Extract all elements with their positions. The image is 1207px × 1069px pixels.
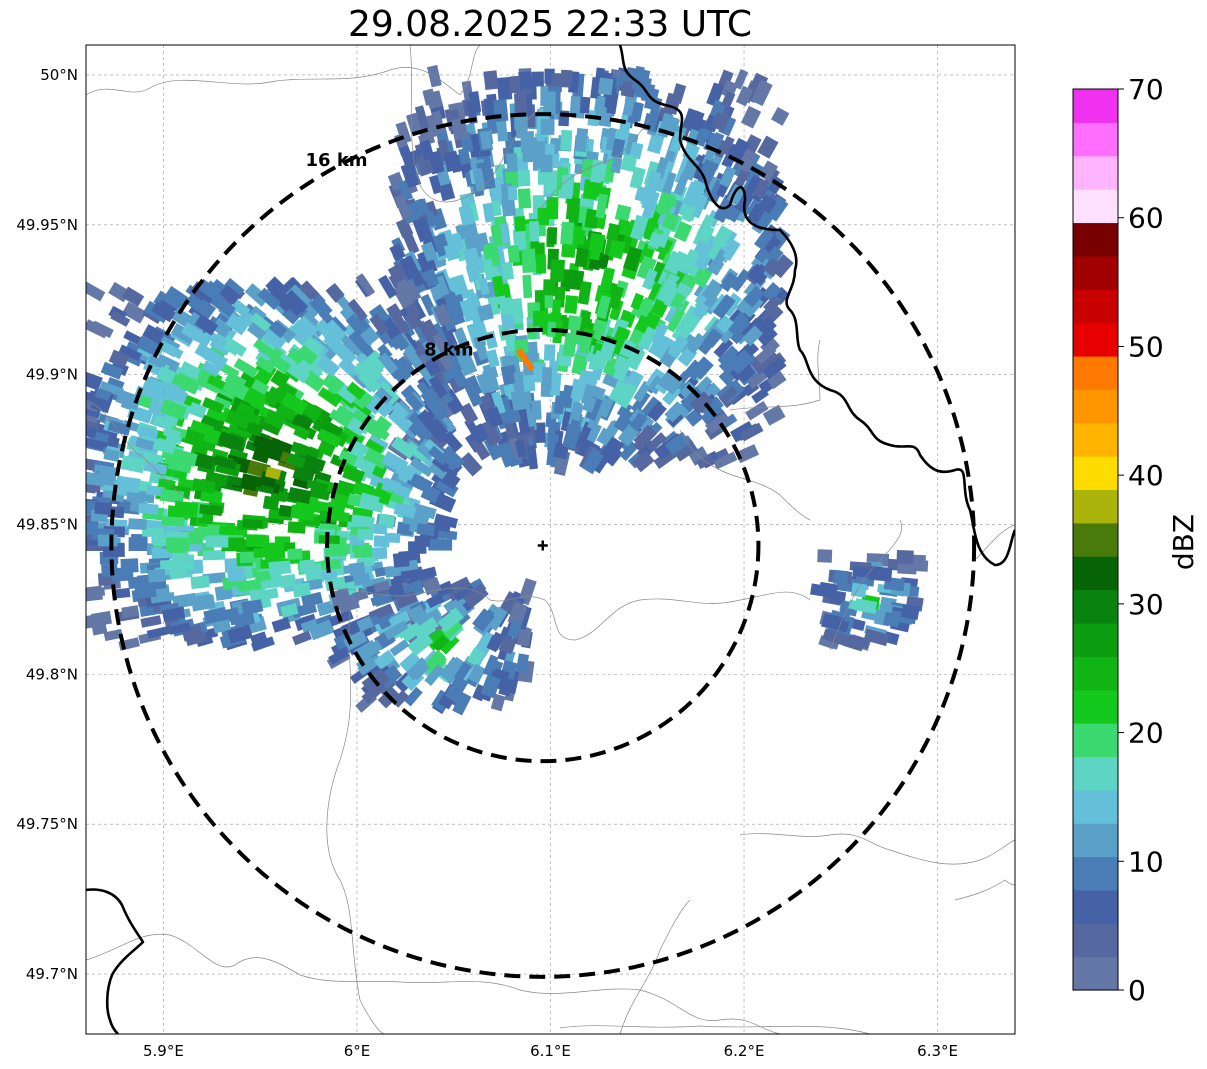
country-border xyxy=(618,45,1015,567)
plot-frame xyxy=(85,44,1016,1035)
colorbar-swatch xyxy=(1073,122,1118,157)
colorbar-tick-label: 40 xyxy=(1128,459,1164,492)
colorbar-swatch xyxy=(1073,522,1118,557)
colorbar-label: dBZ xyxy=(1167,514,1200,570)
lon-tick-label: 6.1°E xyxy=(530,1042,571,1060)
colorbar-swatch xyxy=(1073,789,1118,824)
region-boundary xyxy=(619,899,691,1034)
colorbar-swatch xyxy=(1073,222,1118,257)
colorbar-tick-label: 60 xyxy=(1128,202,1164,235)
echo-cluster-south-cell xyxy=(326,576,537,716)
borders xyxy=(86,45,1015,1034)
lon-tick-label: 6°E xyxy=(344,1042,371,1060)
colorbar-swatch xyxy=(1073,889,1118,924)
lat-tick-label: 49.75°N xyxy=(16,815,78,833)
range-ring-8km xyxy=(325,327,761,764)
colorbar-swatch xyxy=(1073,723,1118,758)
region-boundary xyxy=(739,833,1015,865)
colorbar-swatch xyxy=(1073,155,1118,190)
colorbar-tick-label: 70 xyxy=(1128,73,1164,106)
colorbar-swatch xyxy=(1073,856,1118,891)
echo-cluster-core xyxy=(515,348,535,376)
radar-site-marker xyxy=(537,540,548,551)
region-boundary xyxy=(329,587,811,641)
lat-tick-label: 49.95°N xyxy=(16,216,78,234)
colorbar-swatch xyxy=(1073,89,1118,123)
region-boundary xyxy=(519,988,781,1034)
radar-echoes xyxy=(86,64,929,716)
longitude-ticks: 5.9°E 6°E 6.1°E 6.2°E 6.3°E xyxy=(143,1042,958,1060)
colorbar-swatch xyxy=(1073,622,1118,657)
lat-tick-label: 49.7°N xyxy=(26,965,78,983)
region-boundary xyxy=(539,119,651,211)
range-ring-label: 8 km xyxy=(424,340,474,361)
colorbar-frame xyxy=(1072,88,1119,991)
echo-cluster-west-cell xyxy=(86,273,465,652)
map-title: 29.08.2025 22:33 UTC xyxy=(347,4,753,45)
colorbar-swatch xyxy=(1073,289,1118,324)
region-boundary xyxy=(326,609,386,1034)
colorbar-swatch xyxy=(1073,823,1118,858)
region-boundary xyxy=(974,524,1015,561)
country-border xyxy=(86,888,145,1034)
lon-tick-label: 6.3°E xyxy=(917,1042,958,1060)
region-boundary xyxy=(559,1025,871,1034)
colorbar-swatch xyxy=(1073,589,1118,624)
colorbar-swatch xyxy=(1073,422,1118,457)
lat-tick-label: 50°N xyxy=(40,66,78,84)
range-ring-16km xyxy=(109,112,977,979)
colorbar-ticks: 0 10 20 30 40 50 60 70 xyxy=(1118,73,1164,1007)
region-boundary xyxy=(954,879,1015,901)
colorbar-swatch xyxy=(1073,656,1118,691)
colorbar-swatch xyxy=(1073,689,1118,724)
region-boundary xyxy=(829,519,903,651)
region-boundary xyxy=(86,933,521,991)
lon-tick-label: 6.2°E xyxy=(724,1042,765,1060)
region-boundary xyxy=(86,45,481,96)
echo-cluster-east-cell xyxy=(810,549,929,652)
colorbar-tick-label: 0 xyxy=(1128,974,1146,1007)
lat-tick-label: 49.8°N xyxy=(26,665,78,683)
range-rings xyxy=(109,112,977,979)
colorbar: 0 10 20 30 40 50 60 70 dBZ xyxy=(1072,73,1200,1007)
region-boundary xyxy=(86,399,191,501)
colorbar-swatch xyxy=(1073,456,1118,491)
colorbar-swatch xyxy=(1073,489,1118,524)
colorbar-swatch xyxy=(1073,956,1118,991)
colorbar-swatch xyxy=(1073,355,1118,390)
colorbar-swatch xyxy=(1073,255,1118,290)
lat-tick-label: 49.85°N xyxy=(16,516,78,534)
region-boundary xyxy=(729,339,821,411)
region-boundary xyxy=(409,45,541,203)
colorbar-swatch xyxy=(1073,322,1118,357)
latitude-ticks: 50°N 49.95°N 49.9°N 49.85°N 49.8°N 49.75°N 49.… xyxy=(16,66,78,983)
colorbar-tick-label: 50 xyxy=(1128,330,1164,363)
colorbar-swatch xyxy=(1073,189,1118,224)
range-ring-label: 16 km xyxy=(306,150,368,171)
lat-tick-label: 49.9°N xyxy=(26,366,78,384)
colorbar-tick-label: 10 xyxy=(1128,845,1164,878)
colorbar-tick-label: 20 xyxy=(1128,717,1164,750)
lon-tick-label: 5.9°E xyxy=(143,1042,184,1060)
colorbar-swatch xyxy=(1073,389,1118,424)
colorbar-swatch xyxy=(1073,923,1118,958)
colorbar-tick-label: 30 xyxy=(1128,588,1164,621)
colorbar-swatch xyxy=(1073,556,1118,591)
colorbar-swatch xyxy=(1073,756,1118,791)
